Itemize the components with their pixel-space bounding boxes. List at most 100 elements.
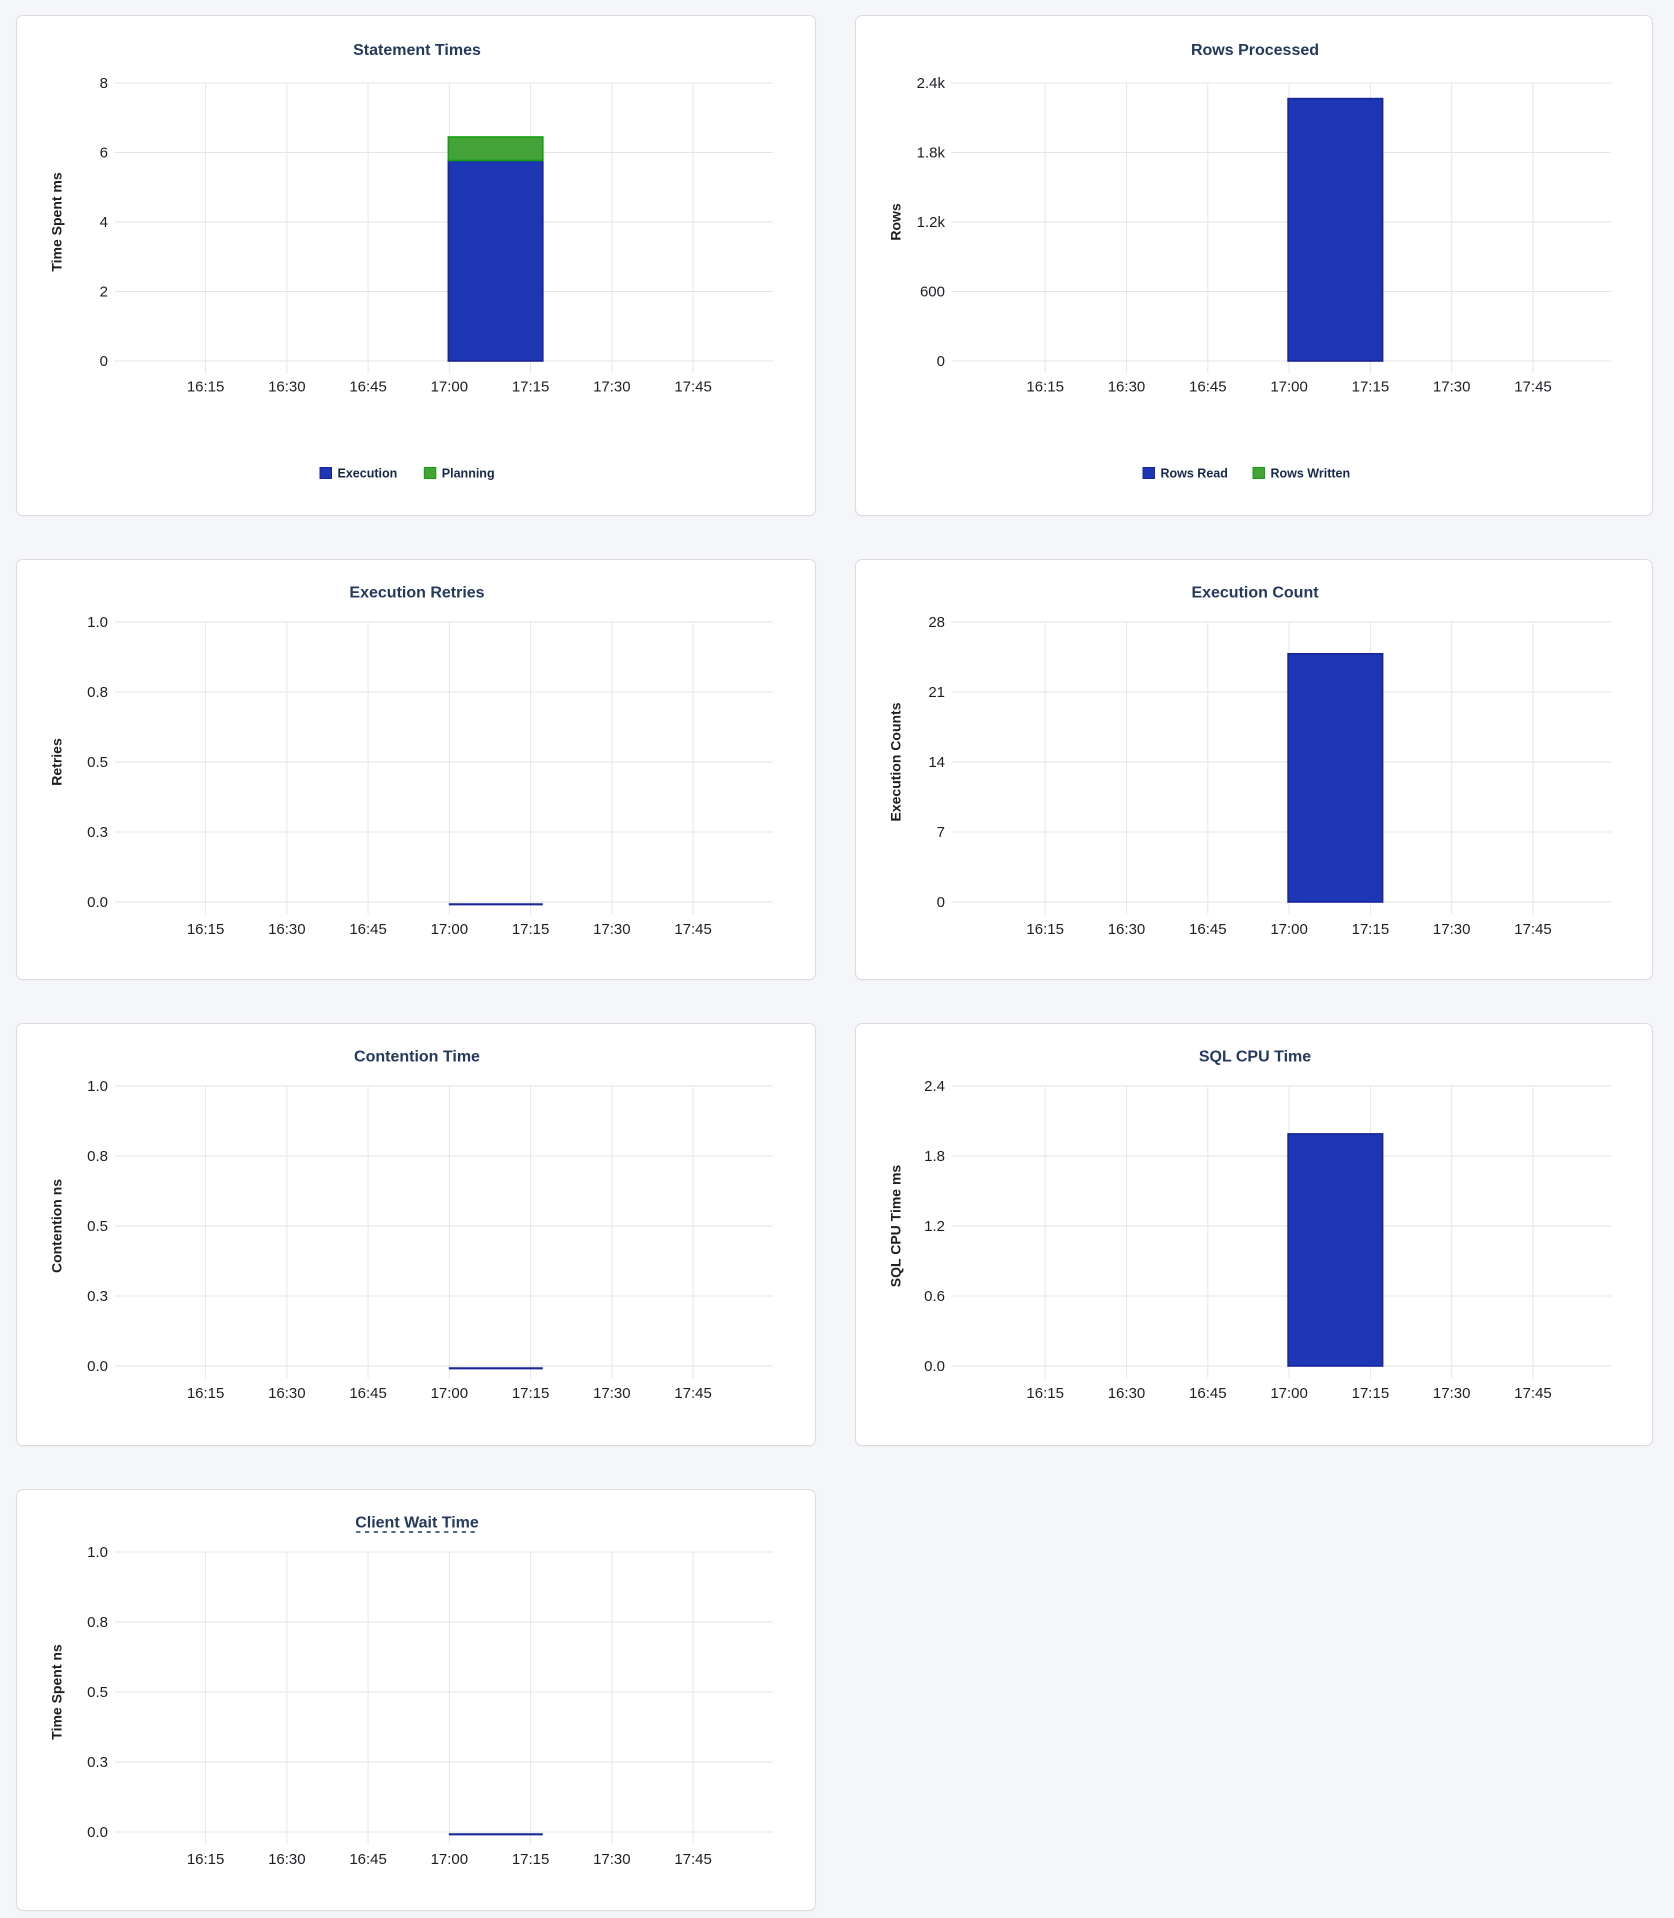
svg-text:0.5: 0.5 xyxy=(87,1218,108,1235)
svg-text:16:15: 16:15 xyxy=(1026,921,1064,938)
svg-text:Rows: Rows xyxy=(888,203,904,241)
svg-text:Retries: Retries xyxy=(49,738,65,786)
svg-text:17:15: 17:15 xyxy=(512,1385,550,1402)
svg-text:17:00: 17:00 xyxy=(431,379,469,396)
svg-text:16:45: 16:45 xyxy=(1189,921,1227,938)
svg-text:Execution Counts: Execution Counts xyxy=(888,702,904,821)
svg-text:0: 0 xyxy=(937,353,945,370)
svg-text:1.8: 1.8 xyxy=(924,1148,945,1165)
svg-text:600: 600 xyxy=(920,284,945,301)
svg-text:17:15: 17:15 xyxy=(1352,379,1390,396)
svg-text:17:00: 17:00 xyxy=(1270,921,1308,938)
svg-text:17:45: 17:45 xyxy=(674,1851,712,1868)
svg-text:0.0: 0.0 xyxy=(87,1824,108,1841)
svg-text:Execution: Execution xyxy=(338,466,398,480)
svg-text:0: 0 xyxy=(937,894,945,911)
svg-text:17:30: 17:30 xyxy=(1433,1385,1471,1402)
svg-text:Client Wait Time: Client Wait Time xyxy=(355,1515,479,1532)
svg-text:0.3: 0.3 xyxy=(87,824,108,841)
svg-text:16:30: 16:30 xyxy=(268,1385,306,1402)
svg-text:2.4: 2.4 xyxy=(924,1078,945,1095)
svg-text:1.0: 1.0 xyxy=(87,614,108,631)
svg-text:16:15: 16:15 xyxy=(187,1851,225,1868)
svg-text:SQL CPU Time ms: SQL CPU Time ms xyxy=(888,1165,904,1288)
svg-text:Rows Processed: Rows Processed xyxy=(1191,42,1319,59)
svg-text:0.0: 0.0 xyxy=(924,1358,945,1375)
svg-text:16:15: 16:15 xyxy=(187,921,225,938)
svg-text:Contention ns: Contention ns xyxy=(49,1179,65,1273)
svg-text:16:45: 16:45 xyxy=(349,379,387,396)
svg-text:1.8k: 1.8k xyxy=(917,145,946,162)
svg-text:16:15: 16:15 xyxy=(1026,1385,1064,1402)
svg-text:SQL CPU Time: SQL CPU Time xyxy=(1199,1049,1311,1066)
svg-text:0.8: 0.8 xyxy=(87,1148,108,1165)
svg-text:Contention Time: Contention Time xyxy=(354,1049,480,1066)
svg-text:16:45: 16:45 xyxy=(349,921,387,938)
svg-text:8: 8 xyxy=(100,75,108,92)
svg-text:16:30: 16:30 xyxy=(1108,379,1146,396)
svg-text:Statement Times: Statement Times xyxy=(353,42,481,59)
svg-text:0.8: 0.8 xyxy=(87,1614,108,1631)
svg-text:1.2: 1.2 xyxy=(924,1218,945,1235)
svg-text:16:30: 16:30 xyxy=(1108,1385,1146,1402)
svg-text:16:30: 16:30 xyxy=(268,379,306,396)
svg-text:17:30: 17:30 xyxy=(593,921,631,938)
svg-text:Rows Written: Rows Written xyxy=(1271,466,1351,480)
svg-text:17:30: 17:30 xyxy=(593,1385,631,1402)
svg-text:17:30: 17:30 xyxy=(593,1851,631,1868)
svg-text:17:00: 17:00 xyxy=(431,921,469,938)
svg-text:14: 14 xyxy=(928,754,945,771)
svg-text:17:00: 17:00 xyxy=(431,1851,469,1868)
svg-text:1.0: 1.0 xyxy=(87,1544,108,1561)
svg-text:28: 28 xyxy=(928,614,945,631)
svg-text:Time Spent ns: Time Spent ns xyxy=(49,1644,65,1740)
svg-text:0.5: 0.5 xyxy=(87,754,108,771)
svg-text:17:15: 17:15 xyxy=(1352,1385,1390,1402)
svg-text:17:15: 17:15 xyxy=(512,1851,550,1868)
svg-text:7: 7 xyxy=(937,824,945,841)
svg-text:Planning: Planning xyxy=(442,466,495,480)
svg-text:0: 0 xyxy=(100,353,108,370)
svg-text:0.5: 0.5 xyxy=(87,1684,108,1701)
svg-text:17:45: 17:45 xyxy=(1514,1385,1552,1402)
svg-text:17:45: 17:45 xyxy=(1514,379,1552,396)
svg-text:16:45: 16:45 xyxy=(1189,1385,1227,1402)
svg-text:17:00: 17:00 xyxy=(1270,379,1308,396)
svg-text:17:15: 17:15 xyxy=(512,921,550,938)
svg-text:17:30: 17:30 xyxy=(1433,921,1471,938)
svg-text:17:45: 17:45 xyxy=(674,921,712,938)
svg-text:1.2k: 1.2k xyxy=(917,214,946,231)
svg-text:16:45: 16:45 xyxy=(349,1851,387,1868)
svg-text:17:30: 17:30 xyxy=(593,379,631,396)
svg-text:0.0: 0.0 xyxy=(87,1358,108,1375)
svg-text:16:45: 16:45 xyxy=(1189,379,1227,396)
svg-text:17:45: 17:45 xyxy=(674,1385,712,1402)
svg-text:Time Spent ms: Time Spent ms xyxy=(49,172,65,272)
svg-text:2: 2 xyxy=(100,284,108,301)
svg-text:21: 21 xyxy=(928,684,945,701)
svg-text:17:15: 17:15 xyxy=(512,379,550,396)
svg-text:16:45: 16:45 xyxy=(349,1385,387,1402)
svg-text:6: 6 xyxy=(100,145,108,162)
svg-text:17:00: 17:00 xyxy=(1270,1385,1308,1402)
svg-text:16:30: 16:30 xyxy=(268,1851,306,1868)
svg-text:16:30: 16:30 xyxy=(268,921,306,938)
svg-text:2.4k: 2.4k xyxy=(917,75,946,92)
svg-text:0.3: 0.3 xyxy=(87,1288,108,1305)
svg-text:1.0: 1.0 xyxy=(87,1078,108,1095)
svg-text:16:15: 16:15 xyxy=(1026,379,1064,396)
svg-text:Execution Retries: Execution Retries xyxy=(349,585,484,602)
svg-text:Execution Count: Execution Count xyxy=(1191,585,1319,602)
svg-text:16:30: 16:30 xyxy=(1108,921,1146,938)
svg-text:16:15: 16:15 xyxy=(187,379,225,396)
svg-text:0.8: 0.8 xyxy=(87,684,108,701)
svg-text:0.0: 0.0 xyxy=(87,894,108,911)
svg-text:17:15: 17:15 xyxy=(1352,921,1390,938)
svg-text:0.6: 0.6 xyxy=(924,1288,945,1305)
svg-text:17:00: 17:00 xyxy=(431,1385,469,1402)
svg-text:0.3: 0.3 xyxy=(87,1754,108,1771)
svg-text:Rows Read: Rows Read xyxy=(1161,466,1228,480)
svg-text:17:30: 17:30 xyxy=(1433,379,1471,396)
svg-text:4: 4 xyxy=(100,214,108,231)
svg-text:17:45: 17:45 xyxy=(674,379,712,396)
